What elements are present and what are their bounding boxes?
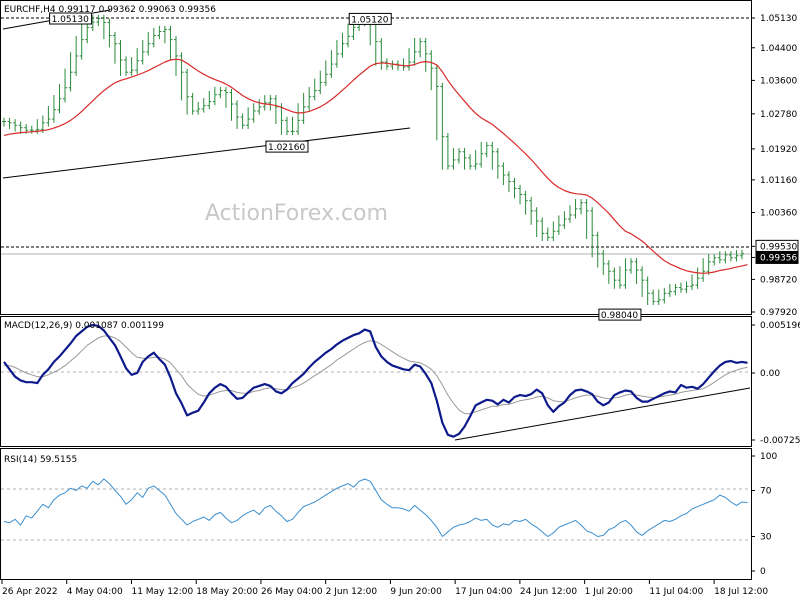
price-bars — [2, 14, 744, 306]
macd-trendline — [454, 387, 751, 441]
price-tick-label: 1.04400 — [760, 44, 797, 54]
macd-tick-label: -0.007259 — [760, 436, 800, 446]
time-tick-label: 17 Jun 04:00 — [455, 587, 512, 597]
time-tick-label: 26 Apr 2022 — [2, 587, 58, 597]
rsi-panel-frame — [0, 448, 752, 580]
time-tick-label: 11 Jul 04:00 — [649, 587, 703, 597]
time-tick-label: 9 Jun 20:00 — [390, 587, 442, 597]
price-label: 1.02160 — [268, 143, 305, 153]
price-tick-label: 0.97920 — [760, 308, 797, 318]
macd-axis: 0.005196 0.00 -0.007259 — [751, 321, 800, 446]
macd-line — [3, 323, 748, 438]
macd-panel-frame — [0, 316, 752, 447]
price-tick-label: 1.05130 — [760, 14, 797, 24]
time-tick-label: 18 May 20:00 — [196, 587, 258, 597]
price-label-box — [348, 12, 392, 25]
macd-tick-label: 0.00 — [760, 369, 780, 379]
rsi-tick-label: 70 — [760, 487, 772, 497]
lower-trendline — [2, 127, 411, 179]
moving-average-line — [3, 58, 748, 274]
price-tick-label: 1.03600 — [760, 76, 797, 86]
time-tick-label: 2 Jun 12:00 — [326, 587, 378, 597]
rsi-tick-label: 0 — [760, 567, 766, 577]
price-label-box — [265, 140, 309, 153]
price-tick-label: 1.02780 — [760, 110, 797, 120]
watermark: ActionForex.com — [205, 201, 388, 226]
macd-series — [3, 323, 748, 438]
rsi-label: RSI(14) 59.5155 — [4, 455, 77, 465]
time-tick-label: 18 Jul 12:00 — [714, 587, 768, 597]
rsi-tick-label: 100 — [760, 452, 777, 462]
rsi-tick-label: 30 — [760, 533, 772, 543]
macd-signal-line — [4, 335, 748, 415]
time-tick-label: 11 May 12:00 — [131, 587, 193, 597]
rsi-series — [3, 478, 748, 537]
price-panel-frame — [0, 0, 752, 315]
time-tick-label: 4 May 04:00 — [67, 587, 123, 597]
macd-tick-label: 0.005196 — [760, 321, 800, 331]
time-tick-label: 24 Jun 12:00 — [520, 587, 577, 597]
price-label-box — [598, 308, 642, 321]
rsi-line — [3, 478, 748, 537]
price-tick-label: 1.01160 — [760, 176, 797, 186]
time-tick-label: 26 May 04:00 — [261, 587, 323, 597]
price-annotations: 1.05130 1.05120 1.02160 0.98040 — [49, 12, 642, 321]
price-label-box — [49, 12, 93, 25]
time-axis: 26 Apr 2022 4 May 04:00 11 May 12:00 18 May… — [1, 580, 768, 597]
price-tick-label: 1.00360 — [760, 209, 797, 219]
macd-label: MACD(12,26,9) 0.001087 0.001199 — [4, 321, 164, 331]
time-tick-label: 1 Jul 20:00 — [585, 587, 634, 597]
price-tick-label: 0.98720 — [760, 275, 797, 285]
price-label: 0.98040 — [601, 311, 638, 321]
price-tick-label: 0.99356 — [760, 253, 797, 263]
symbol-line: EURCHF,H4 0.99117 0.99362 0.99063 0.9935… — [4, 5, 216, 15]
price-tag — [755, 250, 799, 264]
price-label: 1.05130 — [52, 15, 89, 25]
price-label: 1.05120 — [351, 15, 388, 25]
price-tick-label: 0.99530 — [760, 242, 797, 252]
price-axis: 1.05130 1.04400 1.03600 1.02780 1.01920 1.011… — [751, 14, 799, 318]
rsi-axis: 100 70 30 0 — [751, 452, 777, 577]
price-tick-label: 1.01920 — [760, 145, 797, 155]
moving-average — [3, 58, 748, 274]
